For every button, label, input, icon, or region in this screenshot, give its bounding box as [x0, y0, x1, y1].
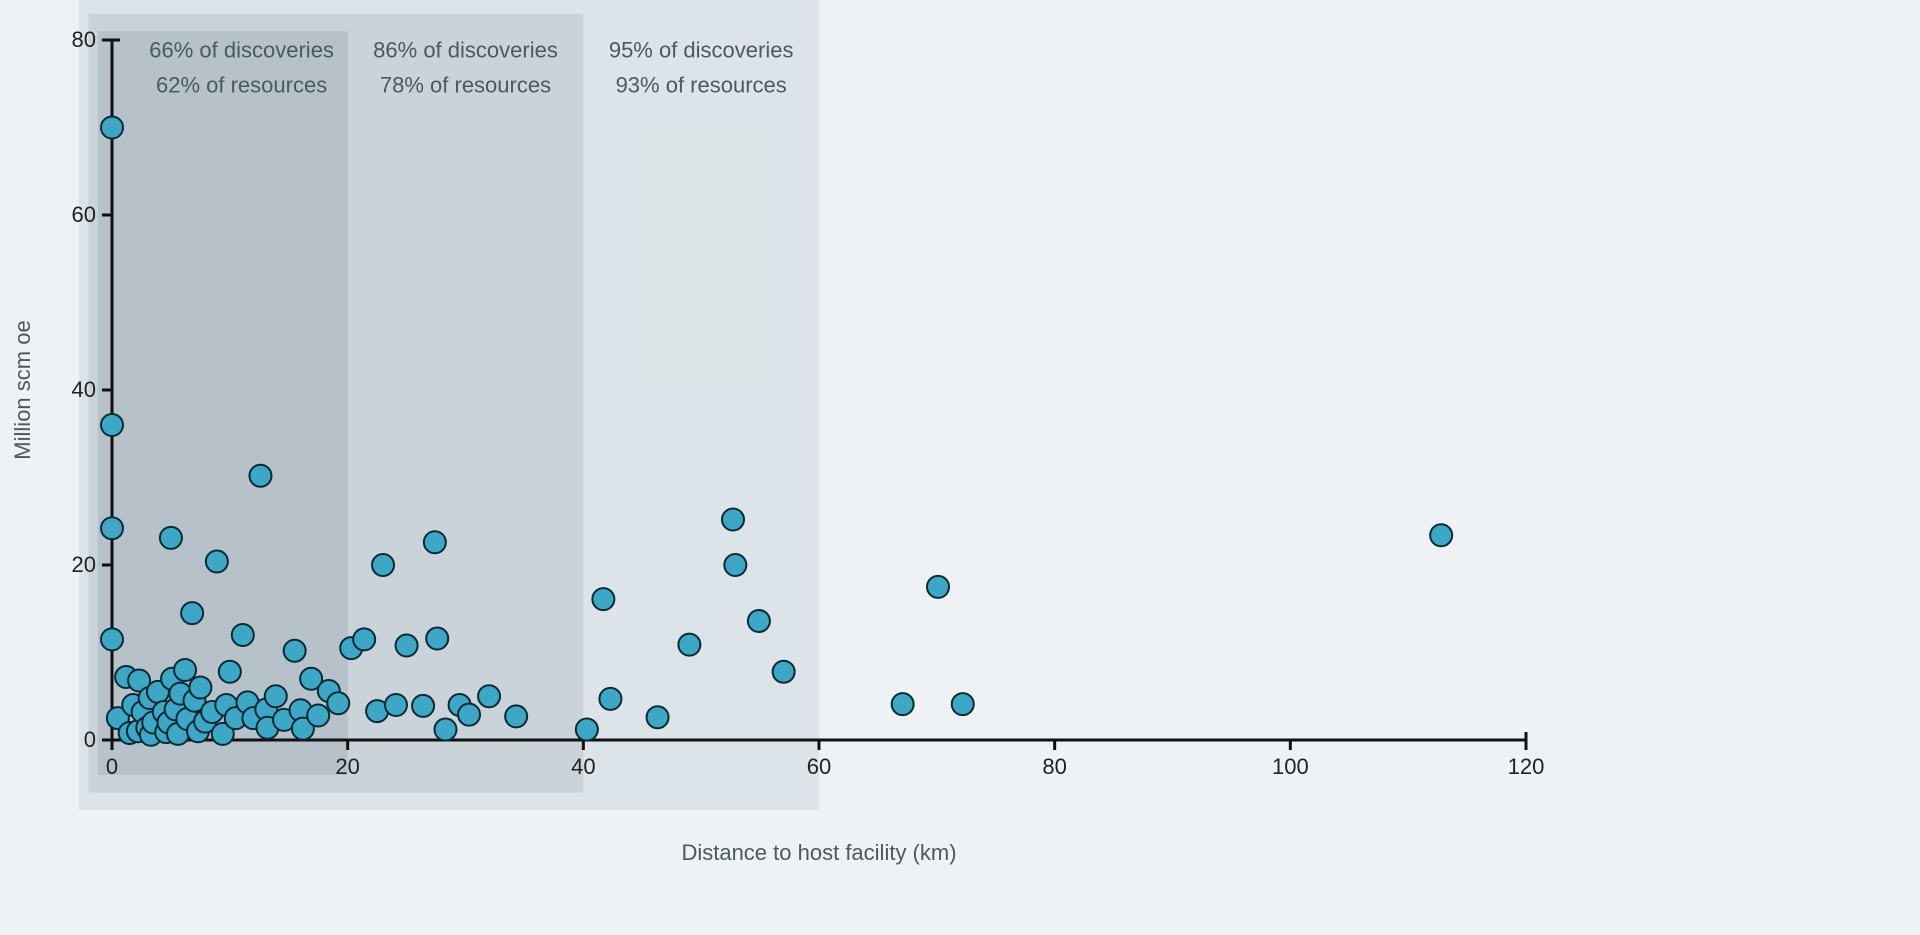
- data-point: [458, 704, 480, 726]
- x-tick-label: 20: [335, 754, 359, 779]
- x-tick-label: 60: [807, 754, 831, 779]
- data-point: [478, 685, 500, 707]
- data-point: [189, 677, 211, 699]
- data-point: [892, 693, 914, 715]
- data-point: [181, 602, 203, 624]
- data-point: [412, 695, 434, 717]
- data-point: [265, 685, 287, 707]
- data-point: [773, 661, 795, 683]
- data-point: [434, 719, 456, 741]
- x-tick-label: 40: [571, 754, 595, 779]
- data-point: [927, 576, 949, 598]
- data-point: [724, 554, 746, 576]
- scatter-chart: 95% of discoveries 93% of resources 86% of…: [0, 0, 1920, 935]
- data-point: [206, 551, 228, 573]
- data-point: [952, 693, 974, 715]
- data-point: [599, 688, 621, 710]
- region-label-1-line1: 86% of discoveries: [373, 38, 558, 63]
- data-point: [160, 527, 182, 549]
- data-point: [1430, 524, 1452, 546]
- data-point: [174, 659, 196, 681]
- region-label-1-line2: 78% of resources: [380, 73, 551, 98]
- x-axis-label: Distance to host facility (km): [681, 840, 956, 865]
- x-tick-label: 120: [1508, 754, 1545, 779]
- data-point: [426, 628, 448, 650]
- data-point: [385, 694, 407, 716]
- data-point: [647, 706, 669, 728]
- region-label-0-line2: 93% of resources: [616, 73, 787, 98]
- data-point: [284, 640, 306, 662]
- data-point: [353, 628, 375, 650]
- region-label-2-line2: 62% of resources: [156, 73, 327, 98]
- data-point: [396, 635, 418, 657]
- data-point: [232, 624, 254, 646]
- chart-svg: 95% of discoveries 93% of resources 86% of…: [0, 0, 1920, 935]
- data-point: [327, 692, 349, 714]
- data-point: [592, 588, 614, 610]
- data-point: [101, 628, 123, 650]
- x-tick-label: 100: [1272, 754, 1309, 779]
- data-point: [722, 509, 744, 531]
- data-point: [219, 661, 241, 683]
- data-point: [249, 465, 271, 487]
- data-point: [101, 117, 123, 139]
- x-tick-label: 0: [106, 754, 118, 779]
- data-point: [678, 634, 700, 656]
- data-point: [101, 517, 123, 539]
- region-label-0-line1: 95% of discoveries: [609, 38, 794, 63]
- data-point: [307, 705, 329, 727]
- data-point: [748, 610, 770, 632]
- y-tick-label: 60: [72, 202, 96, 227]
- region-label-2-line1: 66% of discoveries: [149, 38, 334, 63]
- data-point: [424, 531, 446, 553]
- y-tick-label: 20: [72, 552, 96, 577]
- y-axis-label: Million scm oe: [10, 320, 35, 459]
- data-point: [101, 414, 123, 436]
- data-point: [576, 719, 598, 741]
- y-tick-label: 0: [84, 727, 96, 752]
- y-tick-label: 80: [72, 27, 96, 52]
- data-point: [372, 554, 394, 576]
- data-point: [505, 705, 527, 727]
- x-tick-label: 80: [1042, 754, 1066, 779]
- y-tick-label: 40: [72, 377, 96, 402]
